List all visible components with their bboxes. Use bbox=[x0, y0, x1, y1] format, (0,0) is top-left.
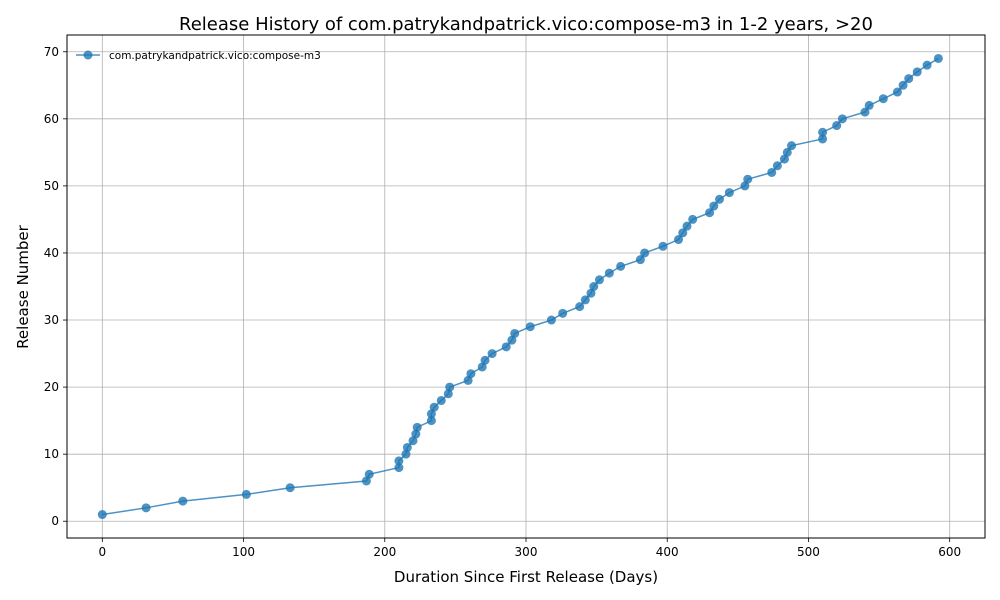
data-point bbox=[558, 308, 568, 318]
data-point bbox=[912, 67, 922, 77]
y-axis-title: Release Number bbox=[14, 224, 32, 348]
data-point bbox=[178, 496, 188, 506]
data-point bbox=[411, 429, 421, 439]
data-point bbox=[658, 241, 668, 251]
data-point bbox=[436, 396, 446, 406]
data-point bbox=[285, 483, 295, 493]
data-point bbox=[443, 389, 453, 399]
data-point bbox=[429, 402, 439, 412]
y-tick-label: 60 bbox=[44, 112, 59, 126]
data-point bbox=[922, 60, 932, 70]
data-point bbox=[589, 282, 599, 291]
data-point bbox=[241, 489, 251, 499]
x-axis: 0 100 200 300 400 500 600 bbox=[98, 538, 961, 559]
data-point bbox=[787, 141, 797, 151]
y-tick-label: 20 bbox=[44, 380, 59, 394]
data-point bbox=[904, 74, 914, 84]
data-point bbox=[818, 127, 828, 137]
data-point bbox=[510, 328, 520, 338]
data-point bbox=[640, 248, 650, 258]
data-point bbox=[743, 174, 753, 184]
legend-marker-swatch bbox=[83, 50, 93, 60]
y-tick-label: 50 bbox=[44, 179, 59, 193]
data-point bbox=[466, 369, 476, 379]
data-point bbox=[678, 228, 688, 238]
data-point bbox=[394, 463, 404, 473]
data-point bbox=[832, 121, 842, 131]
data-point bbox=[616, 261, 626, 271]
x-tick-label: 200 bbox=[373, 545, 396, 559]
x-tick-label: 100 bbox=[232, 545, 255, 559]
x-tick-label: 400 bbox=[656, 545, 679, 559]
data-point bbox=[709, 201, 719, 211]
legend-label: com.patrykandpatrick.vico:compose-m3 bbox=[109, 50, 321, 62]
data-point bbox=[782, 147, 792, 157]
y-tick-label: 0 bbox=[51, 514, 59, 528]
data-point bbox=[635, 255, 645, 265]
y-axis: 0 10 20 30 40 50 60 70 bbox=[44, 45, 67, 528]
data-point bbox=[594, 275, 604, 285]
data-point bbox=[705, 208, 715, 218]
data-point bbox=[445, 382, 455, 392]
data-point bbox=[480, 355, 490, 365]
data-point bbox=[501, 342, 511, 352]
data-point bbox=[575, 302, 585, 312]
data-point bbox=[933, 53, 943, 63]
chart-title: Release History of com.patrykandpatrick.… bbox=[179, 14, 873, 35]
data-point bbox=[487, 349, 497, 359]
data-point bbox=[401, 449, 411, 459]
data-point bbox=[714, 194, 724, 204]
data-point bbox=[604, 268, 614, 278]
data-point bbox=[580, 295, 590, 305]
data-point bbox=[412, 422, 422, 432]
data-point bbox=[892, 87, 902, 97]
legend: com.patrykandpatrick.vico:compose-m3 bbox=[76, 50, 321, 62]
data-point bbox=[394, 456, 404, 466]
grid bbox=[67, 35, 985, 538]
data-point bbox=[898, 80, 908, 90]
data-point bbox=[864, 100, 874, 110]
data-point bbox=[724, 188, 734, 198]
data-point bbox=[364, 469, 374, 479]
data-point bbox=[772, 161, 782, 171]
data-point bbox=[141, 503, 151, 513]
data-point bbox=[837, 114, 847, 124]
data-point bbox=[426, 416, 436, 426]
x-axis-title: Duration Since First Release (Days) bbox=[394, 568, 658, 586]
y-tick-label: 40 bbox=[44, 246, 59, 260]
data-point bbox=[525, 322, 535, 332]
data-point bbox=[878, 94, 888, 104]
y-tick-label: 30 bbox=[44, 313, 59, 327]
data-point bbox=[688, 214, 698, 224]
x-tick-label: 0 bbox=[98, 545, 106, 559]
y-tick-label: 10 bbox=[44, 447, 59, 461]
data-point bbox=[818, 134, 828, 144]
data-point bbox=[682, 221, 692, 231]
y-tick-label: 70 bbox=[44, 45, 59, 59]
data-point bbox=[97, 510, 107, 520]
series-layer bbox=[97, 53, 943, 520]
data-point bbox=[546, 315, 556, 325]
data-point bbox=[674, 235, 684, 245]
x-tick-label: 500 bbox=[797, 545, 820, 559]
data-point bbox=[767, 167, 777, 177]
x-tick-label: 300 bbox=[515, 545, 538, 559]
x-tick-label: 600 bbox=[938, 545, 961, 559]
data-point bbox=[860, 107, 870, 117]
data-point bbox=[402, 442, 412, 452]
